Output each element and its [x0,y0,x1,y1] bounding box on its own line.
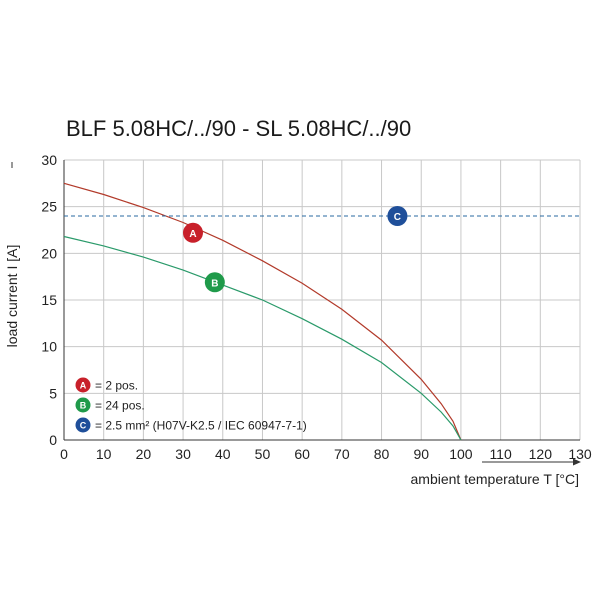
series-markers: A B C [183,206,408,293]
y-tick-label: 20 [41,245,57,261]
x-axis-label: ambient temperature T [°C] [411,471,580,487]
x-tick-label: 90 [413,446,429,462]
legend-badge-a [75,377,91,393]
series-marker-b [204,272,225,293]
x-tick-label: 20 [136,446,152,462]
y-tick-label: 30 [41,152,57,168]
legend-badge-b [75,397,91,413]
y-tick-label: 0 [49,432,57,448]
legend: A = 2 pos. B = 24 pos. C = 2.5 mm² (H07V-K2.5… [75,377,307,433]
x-tick-label: 100 [449,446,473,462]
series-line-a [63,182,462,441]
legend-badge-c [75,417,91,433]
x-tick-label: 80 [374,446,390,462]
y-tick-label: 25 [41,199,57,215]
y-tick-label: 10 [41,339,57,355]
axes [63,160,580,441]
series-marker-a [183,222,203,243]
legend-text: = 2.5 mm² (H07V-K2.5 / IEC 60947-7-1) [95,419,307,433]
x-tick-label: 30 [175,446,191,462]
x-tick-label: 50 [255,446,271,462]
x-tick-label: 110 [489,446,512,462]
x-tick-label: 0 [60,446,68,462]
series-marker-label: C [394,212,401,223]
x-tick-label: 10 [96,446,112,462]
series-marker-label: B [211,278,218,289]
y-axis-label: load current I [A] [4,245,20,348]
y-tick-label: 15 [41,292,57,308]
legend-badge-label: A [80,381,87,391]
axis-labels: load current I [A] ambient temperature T … [4,162,581,487]
legend-text: = 24 pos. [95,399,145,413]
x-axis-arrow-head [573,458,581,466]
series-line-b [63,235,462,441]
x-tick-label: 130 [568,446,592,462]
x-tick-label: 120 [529,446,553,462]
legend-text: = 2 pos. [95,379,138,393]
chart-title: BLF 5.08HC/../90 - SL 5.08HC/../90 [66,116,412,141]
x-tick-label: 40 [215,446,231,462]
x-tick-label: 70 [334,446,350,462]
legend-badge-label: C [80,421,87,431]
x-tick-label: 60 [294,446,310,462]
legend-badge-label: B [80,401,87,411]
series-lines [63,182,580,441]
y-tick-label: 5 [49,385,57,401]
grid [64,159,581,440]
series-marker-label: A [189,229,196,240]
series-marker-c [387,206,408,226]
tick-labels: 0 10 20 30 40 50 60 70 80 90 100 110 120 130 0 5 10 15 20 2… [41,152,591,462]
